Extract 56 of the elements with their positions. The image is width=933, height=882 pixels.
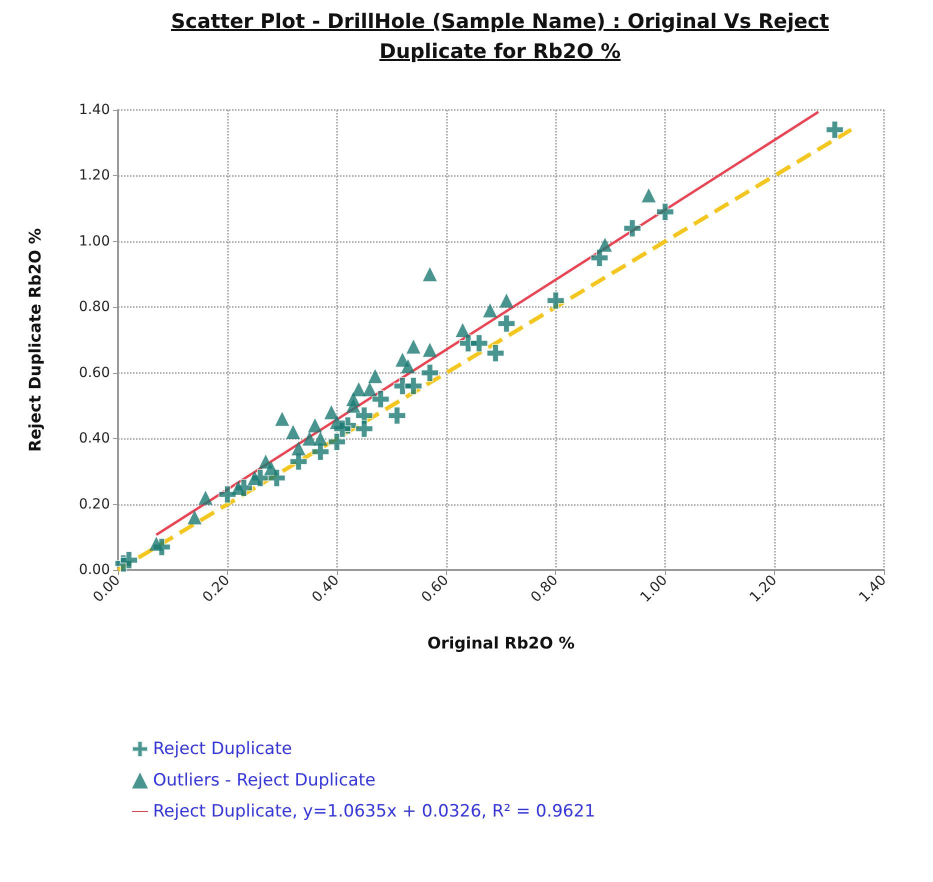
point xyxy=(368,369,382,384)
point xyxy=(483,303,498,318)
legend-label: Reject Duplicate, y=1.0635x + 0.0326, R² = 0.9621 xyxy=(153,802,596,822)
point xyxy=(290,452,308,470)
y-tick-label: 0.40 xyxy=(78,430,110,447)
point xyxy=(149,536,164,551)
point xyxy=(346,392,360,406)
point xyxy=(642,188,656,202)
point xyxy=(422,342,437,357)
point xyxy=(312,442,330,461)
point xyxy=(546,292,565,310)
point xyxy=(422,267,437,282)
y-tick-label: 0.00 xyxy=(78,562,110,578)
point xyxy=(590,248,608,267)
point xyxy=(498,314,516,332)
point xyxy=(264,461,278,476)
point xyxy=(188,510,202,524)
legend-label: Outliers - Reject Duplicate xyxy=(153,770,376,790)
y-tick-label: 1.00 xyxy=(78,233,110,250)
point xyxy=(355,420,374,438)
y-tick-label: 0.60 xyxy=(78,364,110,381)
point xyxy=(420,364,439,382)
y-axis-title: Reject Duplicate Rb2O % xyxy=(26,228,44,452)
point xyxy=(218,486,236,504)
point xyxy=(456,323,470,338)
point xyxy=(486,344,504,362)
y-tick-label: 0.20 xyxy=(78,496,110,512)
point xyxy=(656,202,674,221)
point xyxy=(598,238,612,252)
y-tick-label: 1.20 xyxy=(78,168,110,184)
point xyxy=(352,382,366,396)
point xyxy=(286,425,300,439)
point xyxy=(120,551,138,570)
point xyxy=(362,382,377,396)
point xyxy=(400,359,415,374)
point xyxy=(292,441,306,456)
point xyxy=(328,432,346,451)
legend-label: Reject Duplicate xyxy=(153,739,292,759)
point xyxy=(198,490,213,505)
point xyxy=(313,432,328,446)
point xyxy=(308,418,322,432)
point xyxy=(302,432,316,446)
point xyxy=(470,334,488,352)
y-tick-label: 0.80 xyxy=(78,299,110,316)
point xyxy=(499,294,514,308)
point xyxy=(324,405,338,420)
point xyxy=(372,390,390,408)
point xyxy=(623,219,642,238)
point xyxy=(404,377,422,395)
point xyxy=(406,340,420,354)
y-tick-label: 1.40 xyxy=(78,102,110,118)
chart-title: Scatter Plot - DrillHole (Sample Name) : Original Vs Reject Duplicate for Rb2O % xyxy=(170,8,830,65)
point xyxy=(826,120,844,139)
point xyxy=(275,412,290,426)
x-axis-title: Original Rb2O % xyxy=(427,634,575,652)
point xyxy=(388,406,406,424)
